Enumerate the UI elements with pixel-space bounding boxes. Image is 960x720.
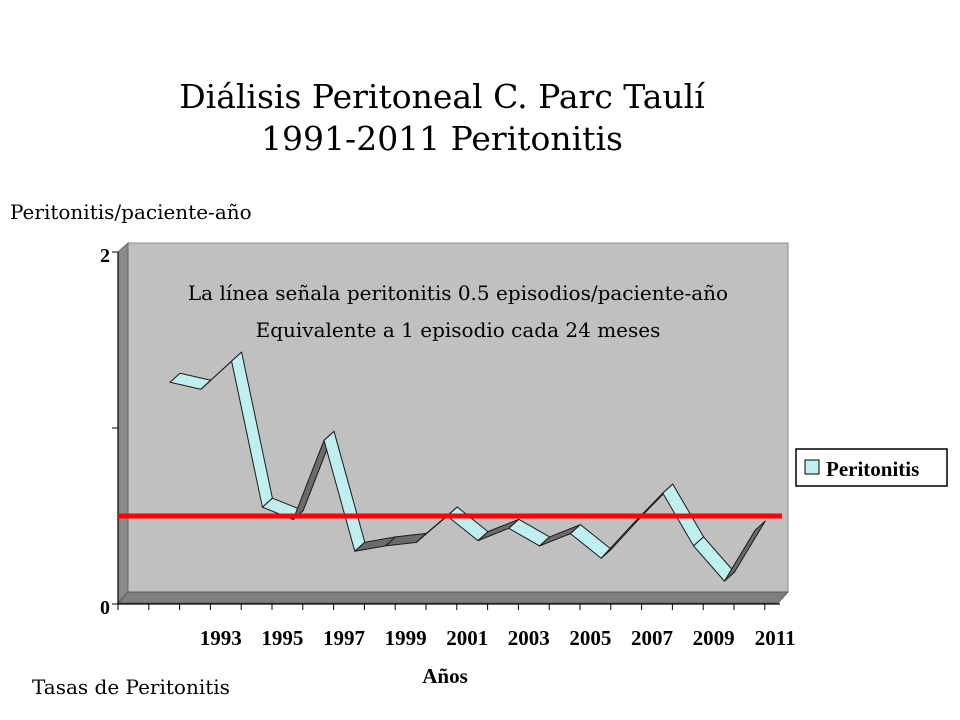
plot-side-wall <box>117 241 129 605</box>
annotation-line1: La línea señala peritonitis 0.5 episodio… <box>188 281 728 305</box>
x-tick-label: 2001 <box>446 626 488 650</box>
chart-title-line2: 1991-2011 Peritonitis <box>261 119 623 158</box>
plot-floor <box>116 591 790 604</box>
footer-caption: Tasas de Peritonitis <box>32 675 230 699</box>
y-axis-caption: Peritonitis/paciente-año <box>10 200 252 224</box>
x-axis-title: Años <box>422 664 468 688</box>
legend-label: Peritonitis <box>826 457 919 481</box>
x-tick-label: 1997 <box>323 626 365 650</box>
x-tick-label: 1999 <box>385 626 427 650</box>
x-tick-label: 2003 <box>508 626 550 650</box>
series-segment <box>723 520 766 582</box>
chart-title-line1: Diálisis Peritoneal C. Parc Taulí <box>179 77 705 116</box>
y-tick-label-top: 2 <box>100 245 110 267</box>
legend-swatch <box>804 459 820 475</box>
y-tick-label-bottom: 0 <box>100 597 110 619</box>
x-axis-tick-labels: 1993 1995 1997 1999 2001 2003 2005 2007 2009 2011 <box>200 626 796 650</box>
x-tick-label: 2011 <box>755 626 796 650</box>
legend-box <box>795 448 948 487</box>
x-tick-label: 1995 <box>261 626 303 650</box>
annotation-line2: Equivalente a 1 episodio cada 24 meses <box>256 318 661 342</box>
x-tick-label: 2005 <box>569 626 611 650</box>
x-tick-label: 2007 <box>631 626 673 650</box>
x-axis-ticks <box>117 604 766 610</box>
series-ribbon <box>169 351 766 582</box>
x-tick-label: 1993 <box>200 626 242 650</box>
x-tick-label: 2009 <box>693 626 735 650</box>
chart-title: Diálisis Peritoneal C. Parc Taulí 1991-2… <box>0 76 884 160</box>
